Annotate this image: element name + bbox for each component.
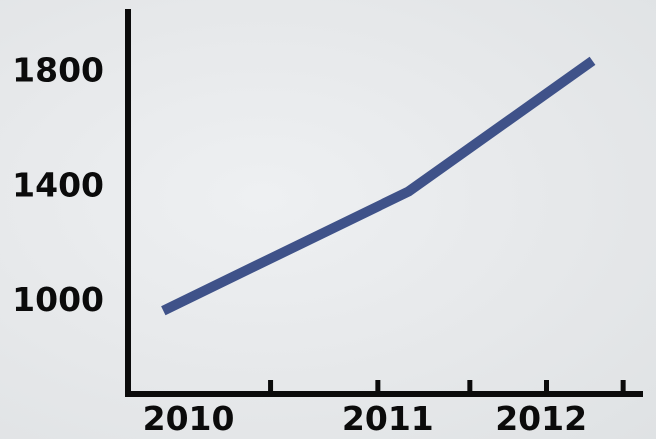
x-axis-ticks: 2010 2011 2012 — [143, 380, 626, 438]
y-axis-ticks: 1000 1400 1800 — [12, 50, 104, 319]
y-tick-label: 1400 — [12, 165, 104, 204]
x-tick-label: 2011 — [342, 399, 434, 438]
series-layer — [161, 56, 596, 316]
series-line — [161, 56, 596, 316]
x-tick-label: 2012 — [495, 399, 587, 438]
axes — [125, 9, 643, 397]
x-tick-label: 2010 — [143, 399, 235, 438]
y-tick-label: 1800 — [12, 50, 104, 89]
y-tick-label: 1000 — [12, 280, 104, 319]
